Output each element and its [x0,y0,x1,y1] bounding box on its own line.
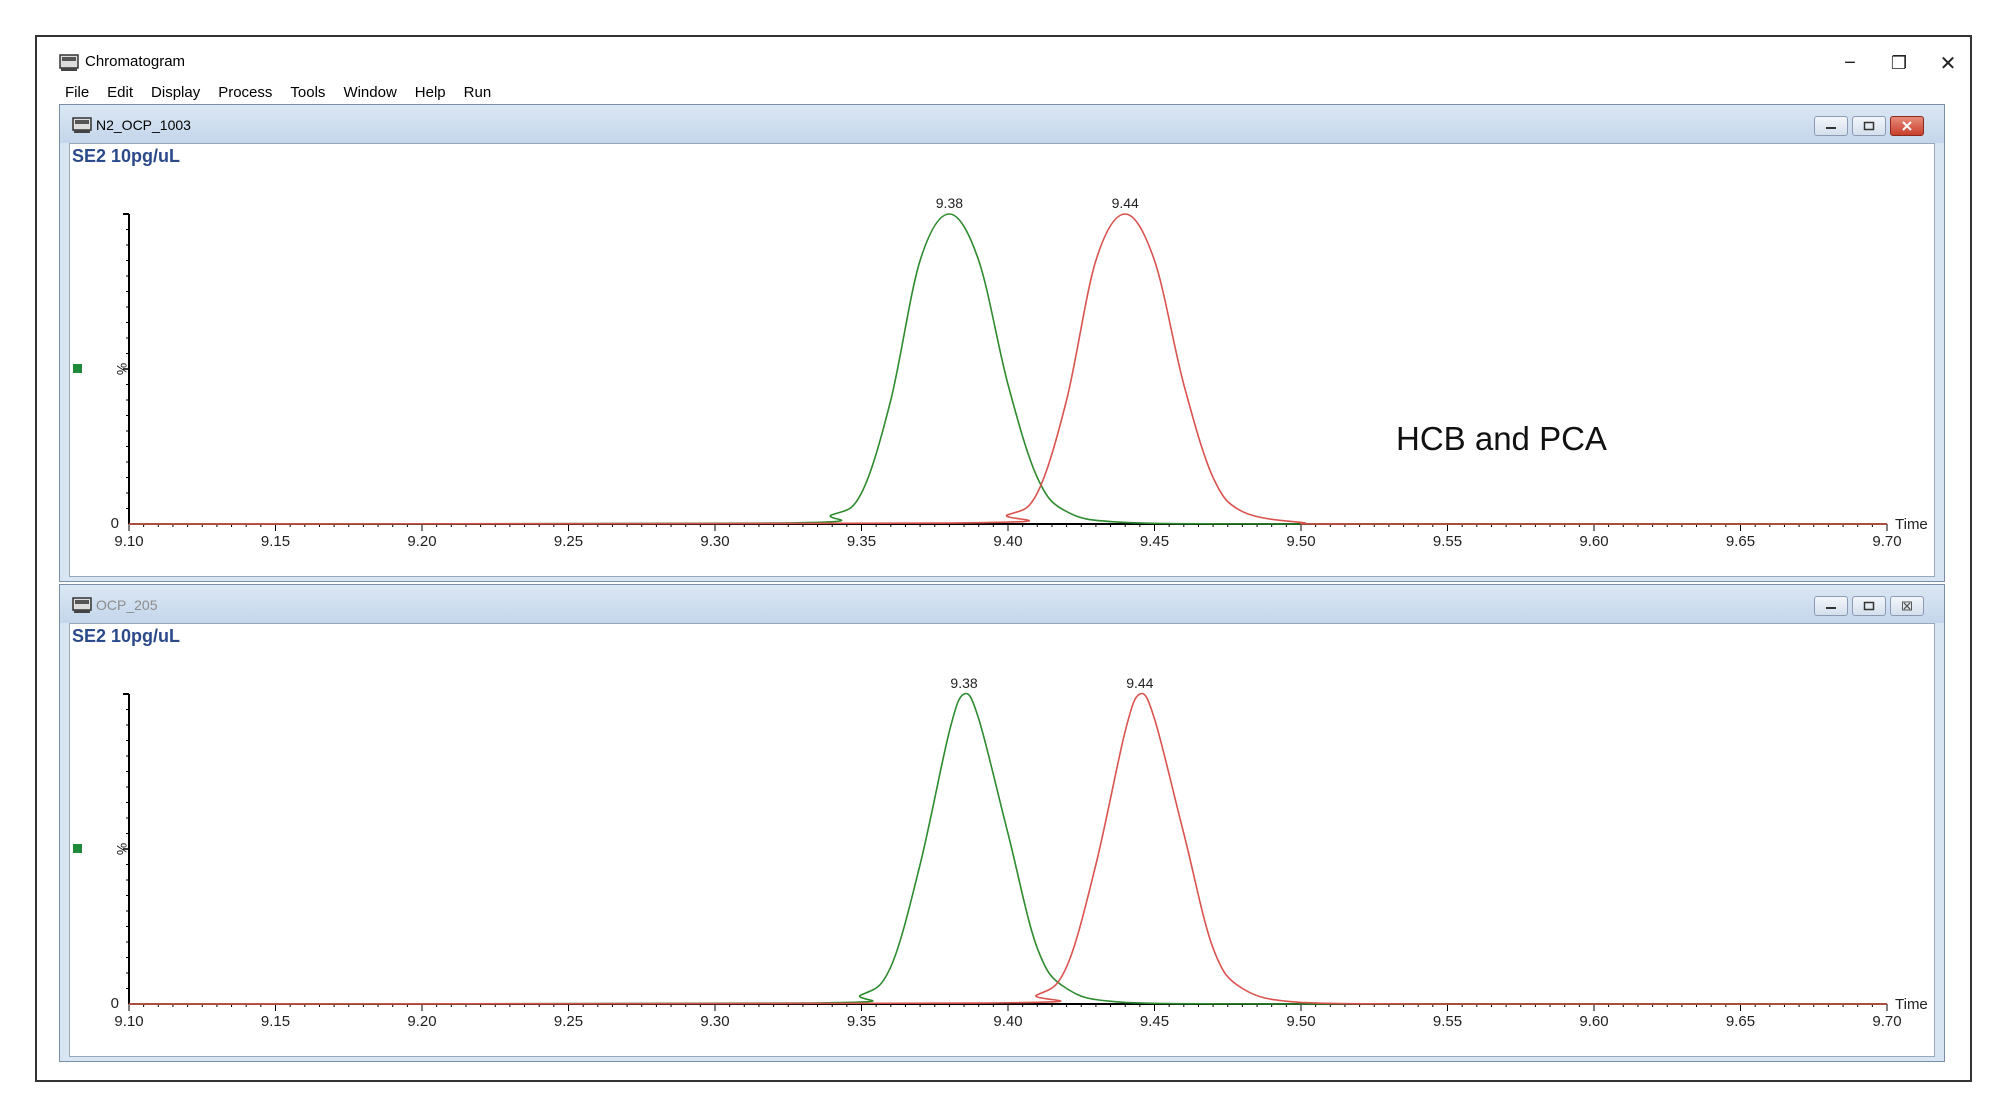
menu-help[interactable]: Help [414,84,446,101]
panel-title: N2_OCP_1003 [96,117,191,133]
x-tick-label: 9.70 [1872,1013,1901,1030]
x-tick-label: 9.30 [700,1013,729,1030]
title-bar: Chromatogram − ❐ ✕ [37,37,1970,83]
menu-file[interactable]: File [65,84,90,101]
x-tick-label: 9.55 [1433,533,1462,550]
x-tick-label: 9.60 [1579,533,1608,550]
panel-title-bar: N2_OCP_1003 [60,105,1944,143]
maximize-icon [1863,601,1875,611]
panel-title: OCP_205 [96,597,158,613]
menu-process[interactable]: Process [218,84,273,101]
panel-minimize-button[interactable] [1814,596,1848,616]
x-tick-label: 9.50 [1286,1013,1315,1030]
green-trace-line [128,692,1887,1005]
x-tick-label: 9.65 [1726,1013,1755,1030]
x-tick-label: 9.15 [261,1013,290,1030]
x-tick-label: 9.40 [993,533,1022,550]
menu-tools[interactable]: Tools [290,84,326,101]
sample-label: SE2 10pg/uL [72,626,181,646]
peak-label: 9.44 [1126,675,1153,691]
menu-bar: File Edit Display Process Tools Window H… [59,81,500,105]
red-trace-line [128,213,1887,525]
panel-close-button[interactable] [1890,116,1924,136]
app-icon [59,54,79,71]
x-tick-label: 9.20 [407,1013,436,1030]
x-tick-label: 9.65 [1726,533,1755,550]
panel-minimize-button[interactable] [1814,116,1848,136]
x-tick-label: 9.35 [847,1013,876,1030]
panel-title-bar: OCP_205 [60,585,1944,623]
x-tick-label: 9.10 [114,533,143,550]
window-title: Chromatogram [85,53,186,70]
menu-display[interactable]: Display [151,84,201,101]
panel-close-button[interactable] [1890,596,1924,616]
chromatogram-chart: % 09.10 9.15 9.20 9.25 9.30 9.35 9.40 9.45 9.50 9.… [73,195,1928,550]
y-tick-label: 0 [111,995,119,1012]
minimize-icon [1826,607,1836,609]
y-axis-label: % [114,843,130,855]
y-axis-label: % [114,363,130,375]
compound-annotation: HCB and PCA [1396,420,1607,457]
x-tick-label: 9.30 [700,533,729,550]
series-marker [73,844,82,853]
x-tick-label: 9.55 [1433,1013,1462,1030]
close-button[interactable]: ✕ [1939,52,1957,75]
x-tick-label: 9.25 [554,533,583,550]
sample-label: SE2 10pg/uL [72,146,181,166]
x-tick-label: 9.70 [1872,533,1901,550]
x-tick-label: 9.25 [554,1013,583,1030]
x-tick-label: 9.45 [1140,533,1169,550]
x-tick-label: 9.20 [407,533,436,550]
x-tick-label: 9.40 [993,1013,1022,1030]
minimize-icon [1826,127,1836,129]
menu-window[interactable]: Window [343,84,397,101]
x-tick-label: 9.10 [114,1013,143,1030]
green-trace-line [128,213,1887,525]
peak-label: 9.38 [936,195,963,211]
minimize-button[interactable]: − [1844,51,1856,74]
x-tick-label: 9.15 [261,533,290,550]
maximize-icon [1863,121,1875,131]
chromatogram-panel-2[interactable]: OCP_205 SE2 10pg/uL % 0 9.10 9.15 9.20 9.25 9.… [59,584,1945,1062]
chromatogram-chart: % 09.10 9.15 9.20 9.25 9.30 9.35 9.40 9.45 9.50 9.… [73,675,1928,1030]
restore-button[interactable]: ❐ [1890,52,1908,73]
x-axis-label: Time [1895,516,1928,533]
x-tick-label: 9.60 [1579,1013,1608,1030]
panel-maximize-button[interactable] [1852,596,1886,616]
plot-area[interactable]: SE2 10pg/uL % 0 9.10 9.15 9.20 9.25 9.30 9.35 9.… [69,623,1935,1057]
x-tick-label: 9.50 [1286,533,1315,550]
chromatogram-window: Chromatogram − ❐ ✕ File Edit Display Pro… [35,35,1972,1082]
peak-label: 9.38 [950,675,977,691]
document-icon [72,597,92,613]
chromatogram-panel-1[interactable]: N2_OCP_1003 SE2 10pg/uL % 0 9.10 9.15 9.20 9.… [59,104,1945,582]
panel-maximize-button[interactable] [1852,116,1886,136]
x-tick-label: 9.45 [1140,1013,1169,1030]
peak-label: 9.44 [1112,195,1139,211]
series-marker [73,364,82,373]
close-icon [1902,121,1912,131]
menu-run[interactable]: Run [463,84,492,101]
document-icon [72,117,92,133]
x-tick-label: 9.35 [847,533,876,550]
plot-area[interactable]: SE2 10pg/uL % 0 9.10 9.15 9.20 9.25 9.30 9.35 9.… [69,143,1935,577]
x-axis-label: Time [1895,996,1928,1013]
red-trace-line [128,692,1887,1005]
y-tick-label: 0 [111,515,119,532]
menu-edit[interactable]: Edit [107,84,134,101]
close-icon [1902,601,1912,611]
